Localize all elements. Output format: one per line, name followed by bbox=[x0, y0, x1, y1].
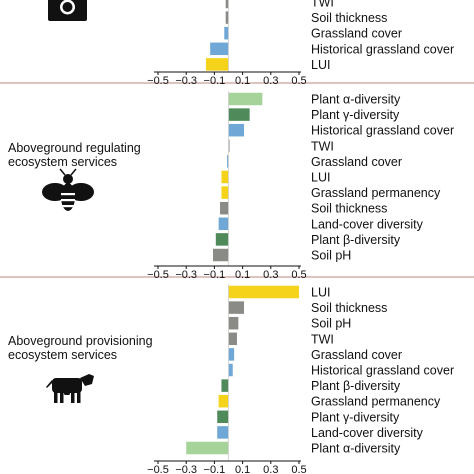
bar-grassland-permanency bbox=[218, 394, 229, 408]
x-tick-label: 0.3 bbox=[263, 464, 278, 474]
category-label: Grassland cover bbox=[311, 348, 402, 362]
bar-soil-thickness bbox=[225, 11, 229, 24]
bar-grassland-permanency bbox=[221, 186, 229, 199]
bar-twi bbox=[228, 139, 230, 153]
bar-historical-grassland-cover bbox=[228, 363, 233, 377]
category-label: Plant α-diversity bbox=[311, 93, 401, 107]
category-label: Soil thickness bbox=[311, 301, 387, 315]
category-label: Grassland permanency bbox=[311, 395, 441, 409]
bar-historical-grassland-cover bbox=[210, 42, 229, 56]
category-label: Plant β-diversity bbox=[311, 233, 401, 247]
camera-icon bbox=[48, 0, 87, 21]
x-tick-label: 0.3 bbox=[263, 269, 278, 281]
x-tick-label: 0.5 bbox=[291, 464, 306, 474]
panel-title-regulating-line2: ecosystem services bbox=[8, 155, 117, 169]
panel-title-regulating-line1: Aboveground regulating bbox=[8, 141, 141, 155]
x-tick-label: 0.5 bbox=[291, 75, 306, 87]
x-tick-label: −0.5 bbox=[147, 464, 169, 474]
bar-plant-diversity bbox=[186, 441, 229, 455]
x-tick-label: −0.5 bbox=[147, 75, 169, 87]
cow-icon bbox=[46, 374, 94, 403]
bar-soil-thickness bbox=[228, 301, 245, 314]
category-label: Soil pH bbox=[311, 317, 351, 331]
x-tick-label: −0.1 bbox=[204, 75, 226, 87]
category-label: Plant γ-diversity bbox=[311, 108, 400, 122]
x-tick-label: −0.1 bbox=[204, 269, 226, 281]
bee-icon bbox=[42, 168, 94, 211]
bar-grassland-cover bbox=[227, 155, 229, 168]
category-label: Soil thickness bbox=[311, 202, 387, 216]
bar-lui bbox=[205, 58, 229, 71]
category-label: Grassland cover bbox=[311, 27, 402, 41]
x-tick-label: 0.5 bbox=[291, 269, 306, 281]
category-label: Soil thickness bbox=[311, 11, 387, 25]
bar-twi bbox=[225, 0, 229, 9]
panel-title-provisioning-line1: Aboveground provisioning bbox=[8, 334, 153, 348]
category-label: TWI bbox=[311, 139, 334, 153]
panel-title-provisioning-line2: ecosystem services bbox=[8, 348, 117, 362]
bar-lui bbox=[221, 170, 229, 184]
category-label: Historical grassland cover bbox=[311, 42, 454, 56]
bar-soil-thickness bbox=[220, 201, 229, 215]
category-label: Plant α-diversity bbox=[311, 442, 401, 456]
bar-plant-diversity bbox=[228, 108, 250, 121]
category-label: Land-cover diversity bbox=[311, 426, 424, 440]
bar-soil-ph bbox=[212, 248, 229, 262]
category-label: Historical grassland cover bbox=[311, 364, 454, 378]
category-label: Historical grassland cover bbox=[311, 124, 454, 138]
bar-grassland-cover bbox=[228, 348, 235, 361]
category-label: LUI bbox=[311, 286, 330, 300]
bar-land-cover-diversity bbox=[217, 426, 229, 439]
category-label: Plant γ-diversity bbox=[311, 410, 400, 424]
category-label: TWI bbox=[311, 0, 334, 10]
bar-plant-diversity bbox=[221, 379, 229, 392]
bar-lui bbox=[228, 285, 299, 299]
x-tick-label: 0.1 bbox=[235, 75, 250, 87]
bar-soil-ph bbox=[228, 316, 239, 330]
bar-grassland-cover bbox=[224, 26, 229, 40]
category-label: Grassland cover bbox=[311, 155, 402, 169]
category-label: LUI bbox=[311, 171, 330, 185]
x-tick-label: 0.3 bbox=[263, 75, 278, 87]
category-label: Grassland permanency bbox=[311, 186, 441, 200]
x-tick-label: −0.1 bbox=[204, 464, 226, 474]
bar-plant-diversity bbox=[215, 233, 229, 246]
bar-historical-grassland-cover bbox=[228, 123, 245, 137]
category-label: Plant β-diversity bbox=[311, 379, 401, 393]
x-tick-label: 0.1 bbox=[235, 464, 250, 474]
bar-plant-diversity bbox=[217, 410, 229, 424]
category-label: Soil pH bbox=[311, 249, 351, 263]
bar-twi bbox=[228, 332, 237, 346]
category-label: Land-cover diversity bbox=[311, 217, 424, 231]
bar-land-cover-diversity bbox=[218, 217, 229, 231]
category-label: TWI bbox=[311, 332, 334, 346]
bar-plant-diversity bbox=[228, 92, 263, 106]
x-tick-label: −0.3 bbox=[175, 464, 197, 474]
x-tick-label: −0.3 bbox=[175, 269, 197, 281]
x-tick-label: −0.5 bbox=[147, 269, 169, 281]
x-tick-label: −0.3 bbox=[175, 75, 197, 87]
category-label: LUI bbox=[311, 58, 330, 72]
x-tick-label: 0.1 bbox=[235, 269, 250, 281]
